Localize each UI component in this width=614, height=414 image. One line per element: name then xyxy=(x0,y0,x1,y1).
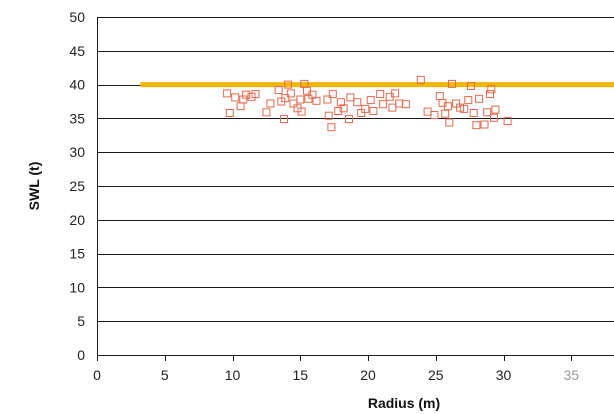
y-tick-label-25: 25 xyxy=(69,178,85,194)
data-point-0-13 xyxy=(281,94,290,103)
y-tick-label-45: 45 xyxy=(69,43,85,59)
data-point-0-53 xyxy=(445,118,454,127)
data-point-0-64 xyxy=(483,108,492,117)
x-tick-label-0: 0 xyxy=(93,367,101,383)
x-axis-title: Radius (m) xyxy=(368,395,440,411)
data-points xyxy=(223,75,512,132)
data-point-0-47 xyxy=(423,107,432,116)
data-point-0-24 xyxy=(312,96,321,105)
x-tick-label-10: 10 xyxy=(225,367,241,383)
x-tick-label-20: 20 xyxy=(360,367,376,383)
data-point-0-4 xyxy=(239,95,248,104)
data-point-0-63 xyxy=(480,120,489,129)
data-point-0-40 xyxy=(378,100,387,109)
data-point-0-12 xyxy=(280,115,288,124)
data-point-0-44 xyxy=(395,99,404,108)
y-tick-label-50: 50 xyxy=(69,9,85,25)
data-point-0-7 xyxy=(251,90,260,99)
data-point-0-60 xyxy=(469,109,478,117)
x-tick-label-25: 25 xyxy=(428,367,444,383)
data-point-0-37 xyxy=(366,96,375,105)
y-tick-label-0: 0 xyxy=(77,347,85,363)
y-tick-label-35: 35 xyxy=(69,110,85,126)
data-point-0-52 xyxy=(443,102,452,111)
data-point-0-65 xyxy=(486,90,494,99)
y-axis-title: SWL (t) xyxy=(26,162,42,211)
x-axis-ticks: 0 5 10 15 20 25 30 35 xyxy=(93,367,579,383)
data-point-0-8 xyxy=(262,108,271,117)
data-point-0-14 xyxy=(284,80,293,89)
data-point-0-9 xyxy=(266,99,275,108)
y-tick-label-5: 5 xyxy=(77,313,85,329)
data-point-0-38 xyxy=(369,107,378,115)
data-point-0-56 xyxy=(456,103,465,112)
data-point-0-33 xyxy=(346,93,355,102)
data-point-0-57 xyxy=(460,104,469,113)
data-point-0-69 xyxy=(503,117,512,126)
x-tick-label-35: 35 xyxy=(563,367,579,383)
data-point-0-42 xyxy=(388,103,397,112)
data-point-0-58 xyxy=(464,96,473,105)
data-point-0-29 xyxy=(334,107,343,115)
data-point-0-23 xyxy=(308,90,317,99)
data-point-0-39 xyxy=(376,90,385,99)
data-point-0-0 xyxy=(223,89,232,98)
data-point-0-45 xyxy=(401,100,410,109)
grid-lines xyxy=(97,17,614,361)
data-point-0-31 xyxy=(339,104,348,113)
data-point-0-3 xyxy=(236,102,245,111)
data-point-0-68 xyxy=(491,105,500,114)
x-tick-label-15: 15 xyxy=(292,367,308,383)
data-point-0-5 xyxy=(242,90,251,99)
y-tick-label-40: 40 xyxy=(69,77,85,93)
y-tick-label-20: 20 xyxy=(69,212,85,228)
data-point-0-34 xyxy=(353,98,362,107)
data-point-0-61 xyxy=(472,121,481,130)
data-point-0-49 xyxy=(435,92,444,101)
data-point-0-43 xyxy=(391,89,400,98)
data-point-0-35 xyxy=(357,109,366,117)
data-point-0-67 xyxy=(490,113,498,122)
data-point-0-10 xyxy=(274,86,283,94)
data-point-0-28 xyxy=(328,90,337,99)
data-point-0-18 xyxy=(296,95,305,104)
data-point-0-2 xyxy=(231,93,240,102)
data-point-0-26 xyxy=(324,111,333,120)
data-point-0-54 xyxy=(448,79,456,88)
data-point-0-27 xyxy=(327,123,336,132)
data-point-0-51 xyxy=(441,109,450,118)
data-point-0-19 xyxy=(297,107,306,116)
x-tick-label-5: 5 xyxy=(161,367,169,383)
data-point-0-66 xyxy=(487,85,496,94)
data-point-0-15 xyxy=(286,89,295,98)
data-point-0-46 xyxy=(416,75,425,84)
data-point-0-36 xyxy=(361,104,370,113)
data-point-0-1 xyxy=(225,109,234,117)
y-axis-ticks: 0 5 10 15 20 25 30 35 40 45 50 xyxy=(69,9,85,363)
data-point-0-48 xyxy=(430,111,439,119)
data-point-0-59 xyxy=(467,82,475,90)
y-tick-label-15: 15 xyxy=(69,246,85,262)
data-point-0-62 xyxy=(475,94,484,103)
y-tick-label-30: 30 xyxy=(69,144,85,160)
data-point-0-25 xyxy=(323,95,332,104)
y-tick-label-10: 10 xyxy=(69,279,85,295)
x-tick-label-30: 30 xyxy=(496,367,512,383)
data-point-0-32 xyxy=(345,115,353,124)
data-point-0-30 xyxy=(336,98,345,107)
